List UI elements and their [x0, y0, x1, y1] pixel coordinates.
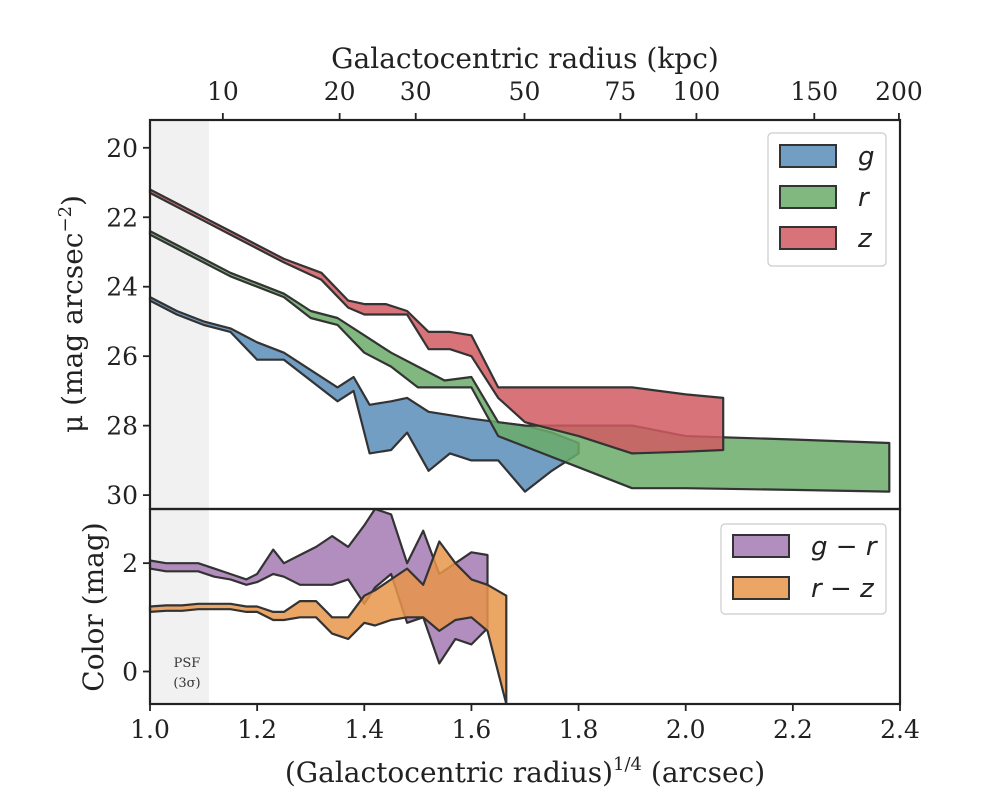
psf-sigma-label: (3σ)	[173, 676, 200, 691]
legend-label: r	[858, 183, 871, 213]
top-x-tick-label: 150	[790, 77, 838, 106]
x-tick-label: 1.4	[344, 715, 384, 744]
top-x-tick-label: 200	[875, 77, 923, 106]
y-tick-label: 28	[106, 412, 138, 441]
legend-swatch	[732, 534, 790, 558]
x-tick-label: 1.2	[237, 715, 277, 744]
bottom-legend: g − r r − z	[720, 523, 887, 615]
y-tick-label: 30	[106, 481, 138, 510]
x-tick-label: 1.0	[130, 715, 170, 744]
legend-swatch	[779, 226, 837, 250]
bottom-panel-frame	[148, 507, 902, 706]
axis-tick-labels: 1.0 1.2 1.4 1.6 1.8 2.0 2.2 2.410 20 30 50 75 100 150…	[106, 77, 923, 744]
top-x-tick-label: 20	[324, 77, 356, 106]
legend-swatch	[779, 185, 837, 209]
y-tick-label: 20	[106, 134, 138, 163]
top-x-tick-label: 100	[673, 77, 721, 106]
top-legend: grz	[767, 132, 887, 267]
top-x-tick-label: 30	[400, 77, 432, 106]
x-axis-title: (Galactocentric radius)1/4 (arcsec)	[285, 754, 765, 789]
band-r	[148, 230, 891, 493]
legend-swatch	[779, 144, 837, 168]
x-tick-label: 2.0	[666, 715, 706, 744]
surface-brightness-bands	[148, 188, 891, 493]
x-tick-label: 2.4	[880, 715, 920, 744]
top-y-axis-title: μ (mag arcsec−2)	[55, 195, 89, 433]
x-tick-label: 1.6	[452, 715, 492, 744]
top-x-tick-label: 10	[207, 77, 239, 106]
legend-label: g − r	[811, 532, 879, 562]
band-z	[148, 188, 725, 455]
y-tick-label: 24	[106, 273, 138, 302]
psf-label: PSF	[174, 656, 201, 671]
bottom-y-axis-title: Color (mag)	[77, 522, 110, 691]
legend-label: g	[858, 142, 875, 172]
y-tick-label: 22	[106, 203, 138, 232]
top-axis-title: Galactocentric radius (kpc)	[331, 42, 719, 75]
x-tick-label: 1.8	[559, 715, 599, 744]
y-tick-label: 26	[106, 342, 138, 371]
x-tick-label: 2.2	[773, 715, 813, 744]
axis-ticks	[143, 113, 901, 711]
top-x-tick-label: 75	[604, 77, 636, 106]
legend-swatch	[732, 576, 790, 600]
top-x-tick-label: 50	[509, 77, 541, 106]
legend-label: r − z	[811, 574, 875, 604]
color-y-tick-label: 2	[122, 549, 138, 578]
legend-label: z	[857, 224, 873, 254]
color-y-tick-label: 0	[122, 658, 138, 687]
